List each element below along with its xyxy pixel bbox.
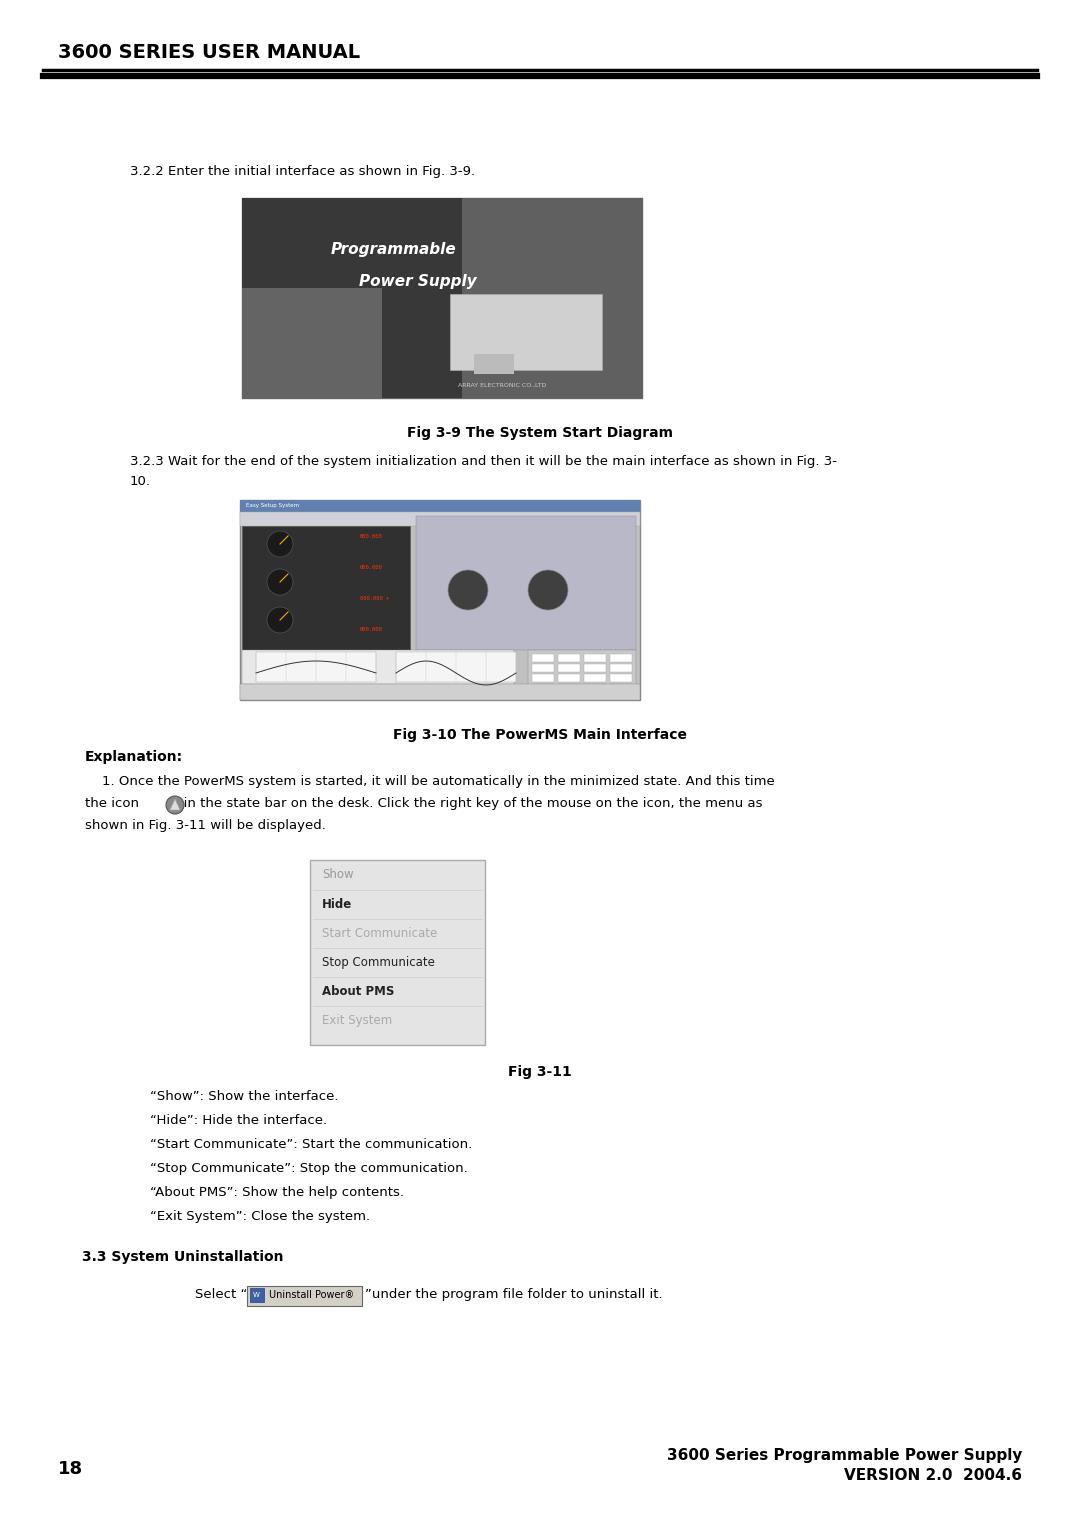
Text: “Exit System”: Close the system.: “Exit System”: Close the system. [150,1210,370,1222]
Bar [310,860,485,1045]
Text: 3600 SERIES USER MANUAL: 3600 SERIES USER MANUAL [58,43,360,61]
Text: 1. Once the PowerMS system is started, it will be automatically in the minimized: 1. Once the PowerMS system is started, i… [85,775,774,788]
Text: “Hide”: Hide the interface.: “Hide”: Hide the interface. [150,1114,327,1128]
Text: 18: 18 [58,1459,83,1478]
Text: Start Communicate: Start Communicate [322,927,437,940]
Text: Power Supply: Power Supply [360,274,477,289]
Text: 3600 Series Programmable Power Supply: 3600 Series Programmable Power Supply [666,1449,1022,1462]
Text: Explanation:: Explanation: [85,750,184,764]
Bar [256,652,376,681]
Bar [396,652,516,681]
Bar [584,654,606,662]
Circle shape [267,607,293,633]
Bar [528,649,636,694]
Bar [249,1288,264,1302]
Text: Show: Show [322,868,353,882]
Text: “Start Communicate”: Start the communication.: “Start Communicate”: Start the communica… [150,1138,472,1151]
Bar [610,665,632,672]
Bar [240,500,640,700]
Bar [532,654,554,662]
Text: VERSION 2.0  2004.6: VERSION 2.0 2004.6 [843,1468,1022,1484]
Text: 000.000: 000.000 [360,533,382,539]
Text: 000.000 +: 000.000 + [360,596,389,601]
Bar [242,649,514,685]
Text: Fig 3-10 The PowerMS Main Interface: Fig 3-10 The PowerMS Main Interface [393,727,687,743]
Circle shape [267,532,293,558]
Text: “Show”: Show the interface.: “Show”: Show the interface. [150,1089,338,1103]
Bar [584,685,606,692]
Circle shape [166,796,184,814]
Circle shape [448,570,488,610]
Bar [242,526,410,649]
Text: Select “: Select “ [195,1288,247,1300]
Text: Fig 3-9 The System Start Diagram: Fig 3-9 The System Start Diagram [407,426,673,440]
Text: Hide: Hide [322,897,352,911]
Bar [474,354,514,374]
Bar [532,665,554,672]
Bar [240,512,640,526]
Text: 10.: 10. [130,475,151,487]
Text: “About PMS”: Show the help contents.: “About PMS”: Show the help contents. [150,1186,404,1199]
Bar [242,199,462,397]
Bar [240,685,640,700]
Text: Easy Setup System: Easy Setup System [246,503,299,507]
Text: ”under the program file folder to uninstall it.: ”under the program file folder to uninst… [365,1288,663,1300]
Bar [610,654,632,662]
Bar [462,199,642,397]
Text: Stop Communicate: Stop Communicate [322,957,435,969]
Bar [450,293,602,370]
Bar [240,500,640,512]
Bar [558,674,580,681]
Text: W: W [253,1293,259,1297]
Text: the icon       is in the state bar on the desk. Click the right key of the mouse: the icon is in the state bar on the desk… [85,798,762,810]
Bar [242,199,642,397]
Bar [584,674,606,681]
Bar [610,674,632,681]
Text: 000.000: 000.000 [360,565,382,570]
Text: 3.3 System Uninstallation: 3.3 System Uninstallation [82,1250,283,1264]
Text: shown in Fig. 3-11 will be displayed.: shown in Fig. 3-11 will be displayed. [85,819,326,833]
Polygon shape [170,799,180,810]
Bar [558,665,580,672]
Bar [247,1287,362,1306]
Text: 000.000: 000.000 [360,626,382,633]
Text: Programmable: Programmable [332,241,457,257]
Text: ARRAY ELECTRONIC CO.,LTD: ARRAY ELECTRONIC CO.,LTD [458,384,546,388]
Bar [532,674,554,681]
Text: Fig 3-11: Fig 3-11 [508,1065,572,1079]
Bar [242,287,382,397]
Bar [584,665,606,672]
Text: “Stop Communicate”: Stop the communication.: “Stop Communicate”: Stop the communicati… [150,1161,468,1175]
Text: 3.2.2 Enter the initial interface as shown in Fig. 3-9.: 3.2.2 Enter the initial interface as sho… [130,165,475,177]
Text: Exit System: Exit System [322,1015,392,1027]
Circle shape [528,570,568,610]
Text: 3.2.3 Wait for the end of the system initialization and then it will be the main: 3.2.3 Wait for the end of the system ini… [130,455,837,468]
Bar [610,685,632,692]
Text: Uninstall Power®: Uninstall Power® [269,1290,354,1300]
Circle shape [267,568,293,594]
Bar [532,685,554,692]
Bar [558,654,580,662]
Bar [558,685,580,692]
Bar [416,516,636,649]
Text: About PMS: About PMS [322,986,394,998]
